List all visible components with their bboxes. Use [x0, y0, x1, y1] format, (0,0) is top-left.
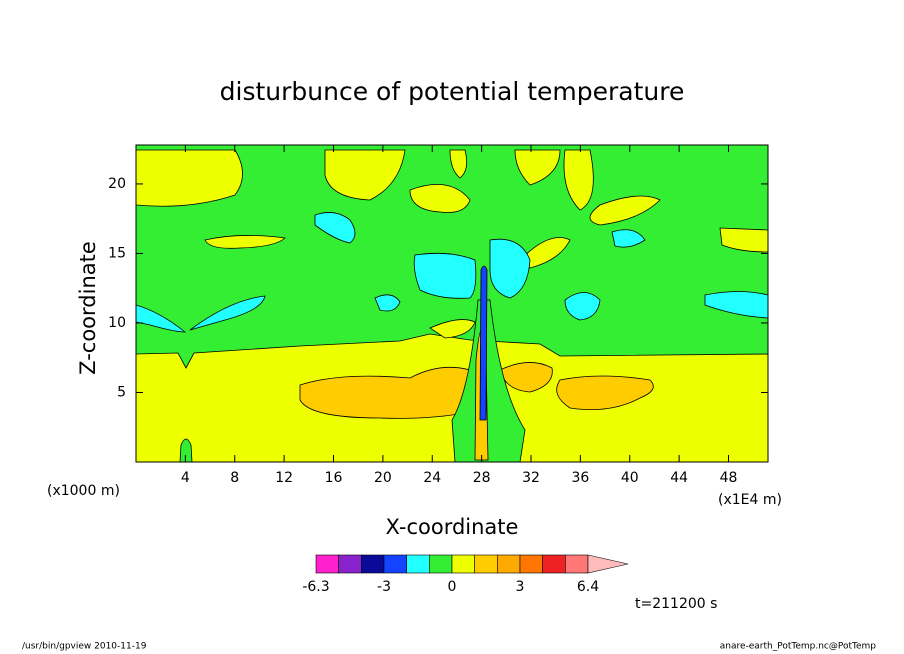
contour-region [374, 294, 401, 312]
x-tick-label: 40 [621, 470, 639, 486]
colorbar-box [315, 554, 339, 574]
chart-title: disturbunce of potential temperature [220, 77, 685, 106]
x-tick-label: 16 [325, 470, 343, 486]
colorbar-box [429, 554, 453, 574]
colorbar-label: -3 [377, 579, 391, 595]
annotation: t=211200 s [635, 596, 717, 612]
contour-region [449, 149, 468, 179]
y-tick-label: 15 [108, 245, 126, 261]
contour-region [429, 319, 476, 339]
contour-region [564, 292, 601, 321]
x-tick-label: 24 [423, 470, 441, 486]
colorbar-box [497, 554, 521, 574]
y-axis-unit: (x1000 m) [47, 483, 120, 499]
x-tick-label: 4 [181, 470, 190, 486]
contour-region [489, 238, 531, 299]
contour-region [589, 195, 661, 226]
colorbar-box [361, 554, 385, 574]
colorbar-box [519, 554, 543, 574]
contour-region [451, 299, 526, 462]
colorbar-label: 6.4 [577, 579, 599, 595]
y-axis-label: Z-coordinate [76, 241, 100, 375]
colorbar-label: -6.3 [302, 579, 329, 595]
contour-region [514, 149, 561, 186]
x-tick-label: 36 [571, 470, 589, 486]
contour-field [136, 145, 768, 462]
x-tick-label: 32 [522, 470, 540, 486]
x-tick-label: 12 [275, 470, 293, 486]
contour-region [611, 229, 646, 248]
colorbar-label: 3 [516, 579, 525, 595]
y-tick-label: 10 [108, 315, 126, 331]
contour-region [136, 304, 187, 333]
x-axis-unit: (x1E4 m) [718, 492, 782, 508]
footer-left: /usr/bin/gpview 2010-11-19 [22, 642, 147, 652]
contour-region [314, 212, 356, 244]
contour-region [563, 149, 594, 211]
colorbar-box [338, 554, 362, 574]
colorbar-extension [587, 554, 629, 574]
x-tick-label: 28 [473, 470, 491, 486]
x-tick-label: 44 [670, 470, 688, 486]
contour-region [204, 235, 286, 249]
contour-region [556, 375, 654, 410]
x-axis-label: X-coordinate [386, 515, 519, 539]
contour-region [189, 295, 266, 331]
plot-frame [135, 144, 769, 463]
y-tick-label: 20 [108, 176, 126, 192]
x-tick-label: 8 [230, 470, 239, 486]
colorbar-box [565, 554, 589, 574]
colorbar-box [474, 554, 498, 574]
colorbar-box [383, 554, 407, 574]
x-tick-label: 48 [720, 470, 738, 486]
contour-region [704, 291, 768, 319]
contour-region [136, 149, 243, 207]
contour-region [519, 237, 571, 269]
colorbar-box [451, 554, 475, 574]
contour-region [179, 438, 193, 462]
colorbar-box [406, 554, 430, 574]
contour-region [324, 149, 406, 201]
contour-region [499, 362, 553, 393]
y-tick-label: 5 [117, 384, 126, 400]
contour-region [413, 252, 477, 299]
contour-region [409, 184, 471, 213]
colorbar-label: 0 [448, 579, 457, 595]
x-tick-label: 20 [374, 470, 392, 486]
contour-region [479, 265, 488, 421]
colorbar-box [542, 554, 566, 574]
footer-right: anare-earth_PotTemp.nc@PotTemp [720, 642, 877, 652]
